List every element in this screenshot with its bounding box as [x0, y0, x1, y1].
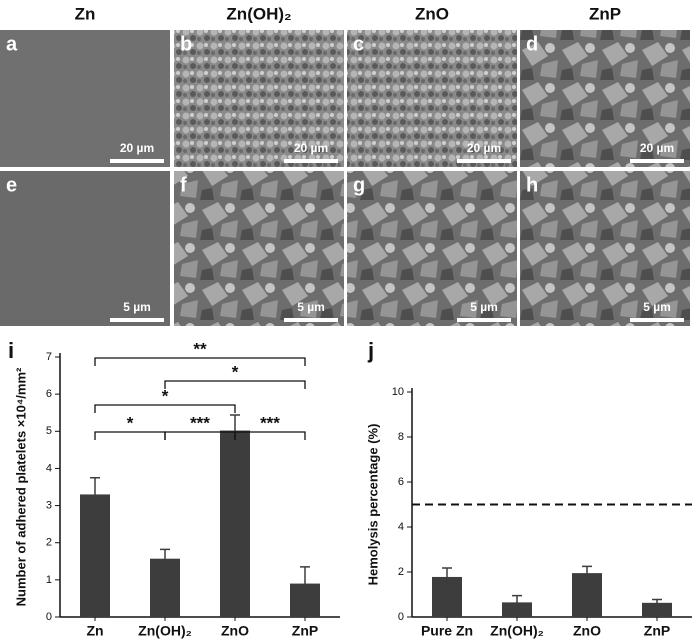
panel-label: j: [367, 338, 374, 363]
x-tick-label: ZnP: [292, 623, 318, 639]
significance-label: *: [232, 362, 239, 381]
y-tick-label: 6: [398, 476, 404, 488]
panel-label: h: [526, 174, 538, 196]
y-tick-label: 4: [46, 462, 52, 474]
panel-label: a: [6, 33, 18, 55]
y-tick-label: 2: [398, 566, 404, 578]
error-bar: [512, 594, 522, 610]
panel-label: d: [526, 33, 538, 55]
panel-label: e: [6, 174, 17, 196]
column-header: ZnO: [415, 4, 449, 23]
scale-bar-label: 5 µm: [643, 300, 671, 314]
bar: [80, 494, 110, 617]
scale-bar-label: 5 µm: [123, 300, 151, 314]
significance-label: ***: [260, 413, 280, 432]
sem-image: [0, 30, 170, 167]
error-bar: [442, 567, 452, 587]
significance-label: ***: [190, 413, 210, 432]
scale-bar: [457, 318, 511, 322]
scale-bar: [110, 159, 164, 163]
y-tick-label: 0: [398, 611, 404, 623]
sem-image: [0, 171, 170, 326]
scale-bar: [284, 159, 338, 163]
y-axis-label: Hemolysis percentage (%): [365, 424, 380, 586]
significance-label: *: [162, 386, 169, 405]
x-tick-label: ZnP: [644, 623, 670, 639]
scale-bar-label: 5 µm: [297, 300, 325, 314]
error-bar: [652, 598, 662, 607]
scale-bar: [630, 159, 684, 163]
significance-bracket: [94, 357, 306, 366]
y-tick-label: 2: [46, 537, 52, 549]
x-tick-label: Pure Zn: [421, 623, 473, 639]
x-tick-label: ZnO: [221, 623, 249, 639]
panel-label: b: [180, 33, 192, 55]
column-header: Zn(OH)₂: [226, 4, 291, 23]
error-bar: [300, 566, 310, 602]
significance-bracket: [164, 380, 306, 389]
x-tick-label: Zn(OH)₂: [490, 623, 544, 639]
scale-bar-label: 20 µm: [467, 141, 501, 155]
x-tick-label: ZnO: [573, 623, 601, 639]
panel-label: g: [353, 174, 365, 196]
x-tick-label: Zn(OH)₂: [138, 623, 192, 639]
scale-bar: [457, 159, 511, 163]
y-tick-label: 6: [46, 388, 52, 400]
column-header: Zn: [75, 4, 96, 23]
y-tick-label: 3: [46, 499, 52, 511]
significance-label: *: [127, 413, 134, 432]
bar: [220, 430, 250, 617]
error-bar: [90, 476, 100, 512]
y-tick-label: 5: [46, 425, 52, 437]
scale-bar: [284, 318, 338, 322]
sem-image: [520, 30, 690, 167]
scale-bar-label: 20 µm: [120, 141, 154, 155]
error-bar: [230, 414, 240, 447]
y-tick-label: 1: [46, 574, 52, 586]
bar: [642, 602, 672, 617]
scale-bar: [630, 318, 684, 322]
y-tick-label: 8: [398, 431, 404, 443]
column-header: ZnP: [589, 4, 621, 23]
significance-bracket: [234, 431, 306, 440]
sem-image: [347, 30, 517, 167]
sem-image: [174, 171, 344, 326]
sem-image: [347, 171, 517, 326]
scale-bar-label: 5 µm: [470, 300, 498, 314]
sem-image: [520, 171, 690, 326]
panel-label: i: [8, 338, 14, 363]
sem-image: [174, 30, 344, 167]
y-tick-label: 0: [46, 611, 52, 623]
significance-bracket: [94, 404, 236, 413]
y-tick-label: 4: [398, 521, 404, 533]
significance-label: **: [193, 339, 207, 358]
scale-bar-label: 20 µm: [640, 141, 674, 155]
scale-bar-label: 20 µm: [294, 141, 328, 155]
y-axis-label: Number of adhered platelets ×10⁴/mm²: [13, 367, 28, 606]
y-tick-label: 10: [392, 386, 404, 398]
y-tick-label: 7: [46, 351, 52, 363]
panel-label: f: [180, 174, 187, 196]
error-bar: [582, 565, 592, 581]
scale-bar: [110, 318, 164, 322]
x-tick-label: Zn: [86, 623, 103, 639]
error-bar: [160, 548, 170, 569]
significance-bracket: [94, 431, 166, 440]
panel-label: c: [353, 33, 364, 55]
